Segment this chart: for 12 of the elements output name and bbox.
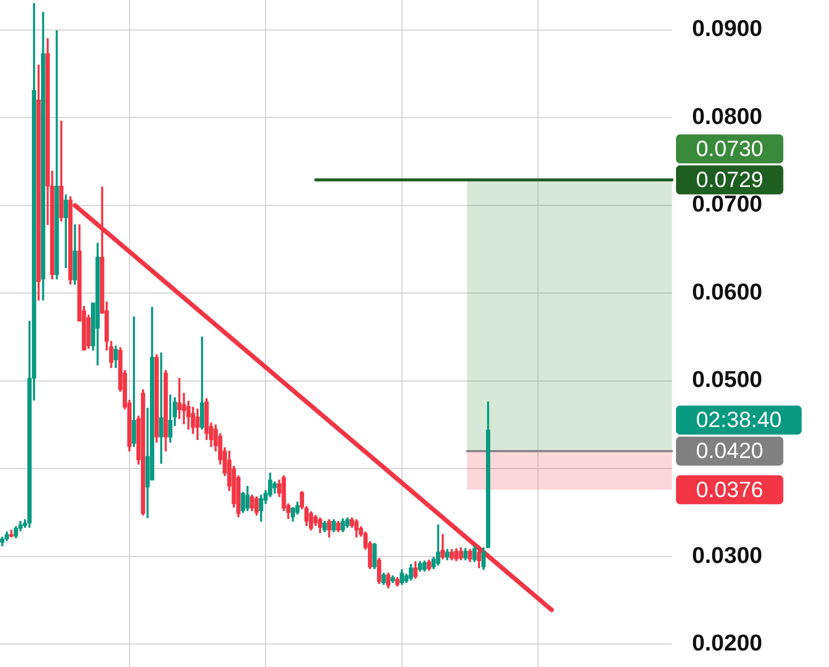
y-tick-label: 0.0300 [692,542,762,568]
band-label: 0.0376 [696,476,764,502]
text: 02:38:40 [696,407,782,432]
ref-line-label: 0.0420 [696,438,764,464]
band-label: 0.0730 [696,136,764,161]
y-tick-label: 0.0700 [692,190,762,217]
y-tick-label: 0.0900 [692,15,762,42]
y-tick-label: 0.0200 [692,630,762,656]
y-tick-label: 0.0800 [692,102,762,129]
y-tick-label: 0.0500 [692,366,762,392]
y-tick-label: 0.0600 [692,278,762,304]
ref-line-label: 0.0729 [696,166,764,192]
